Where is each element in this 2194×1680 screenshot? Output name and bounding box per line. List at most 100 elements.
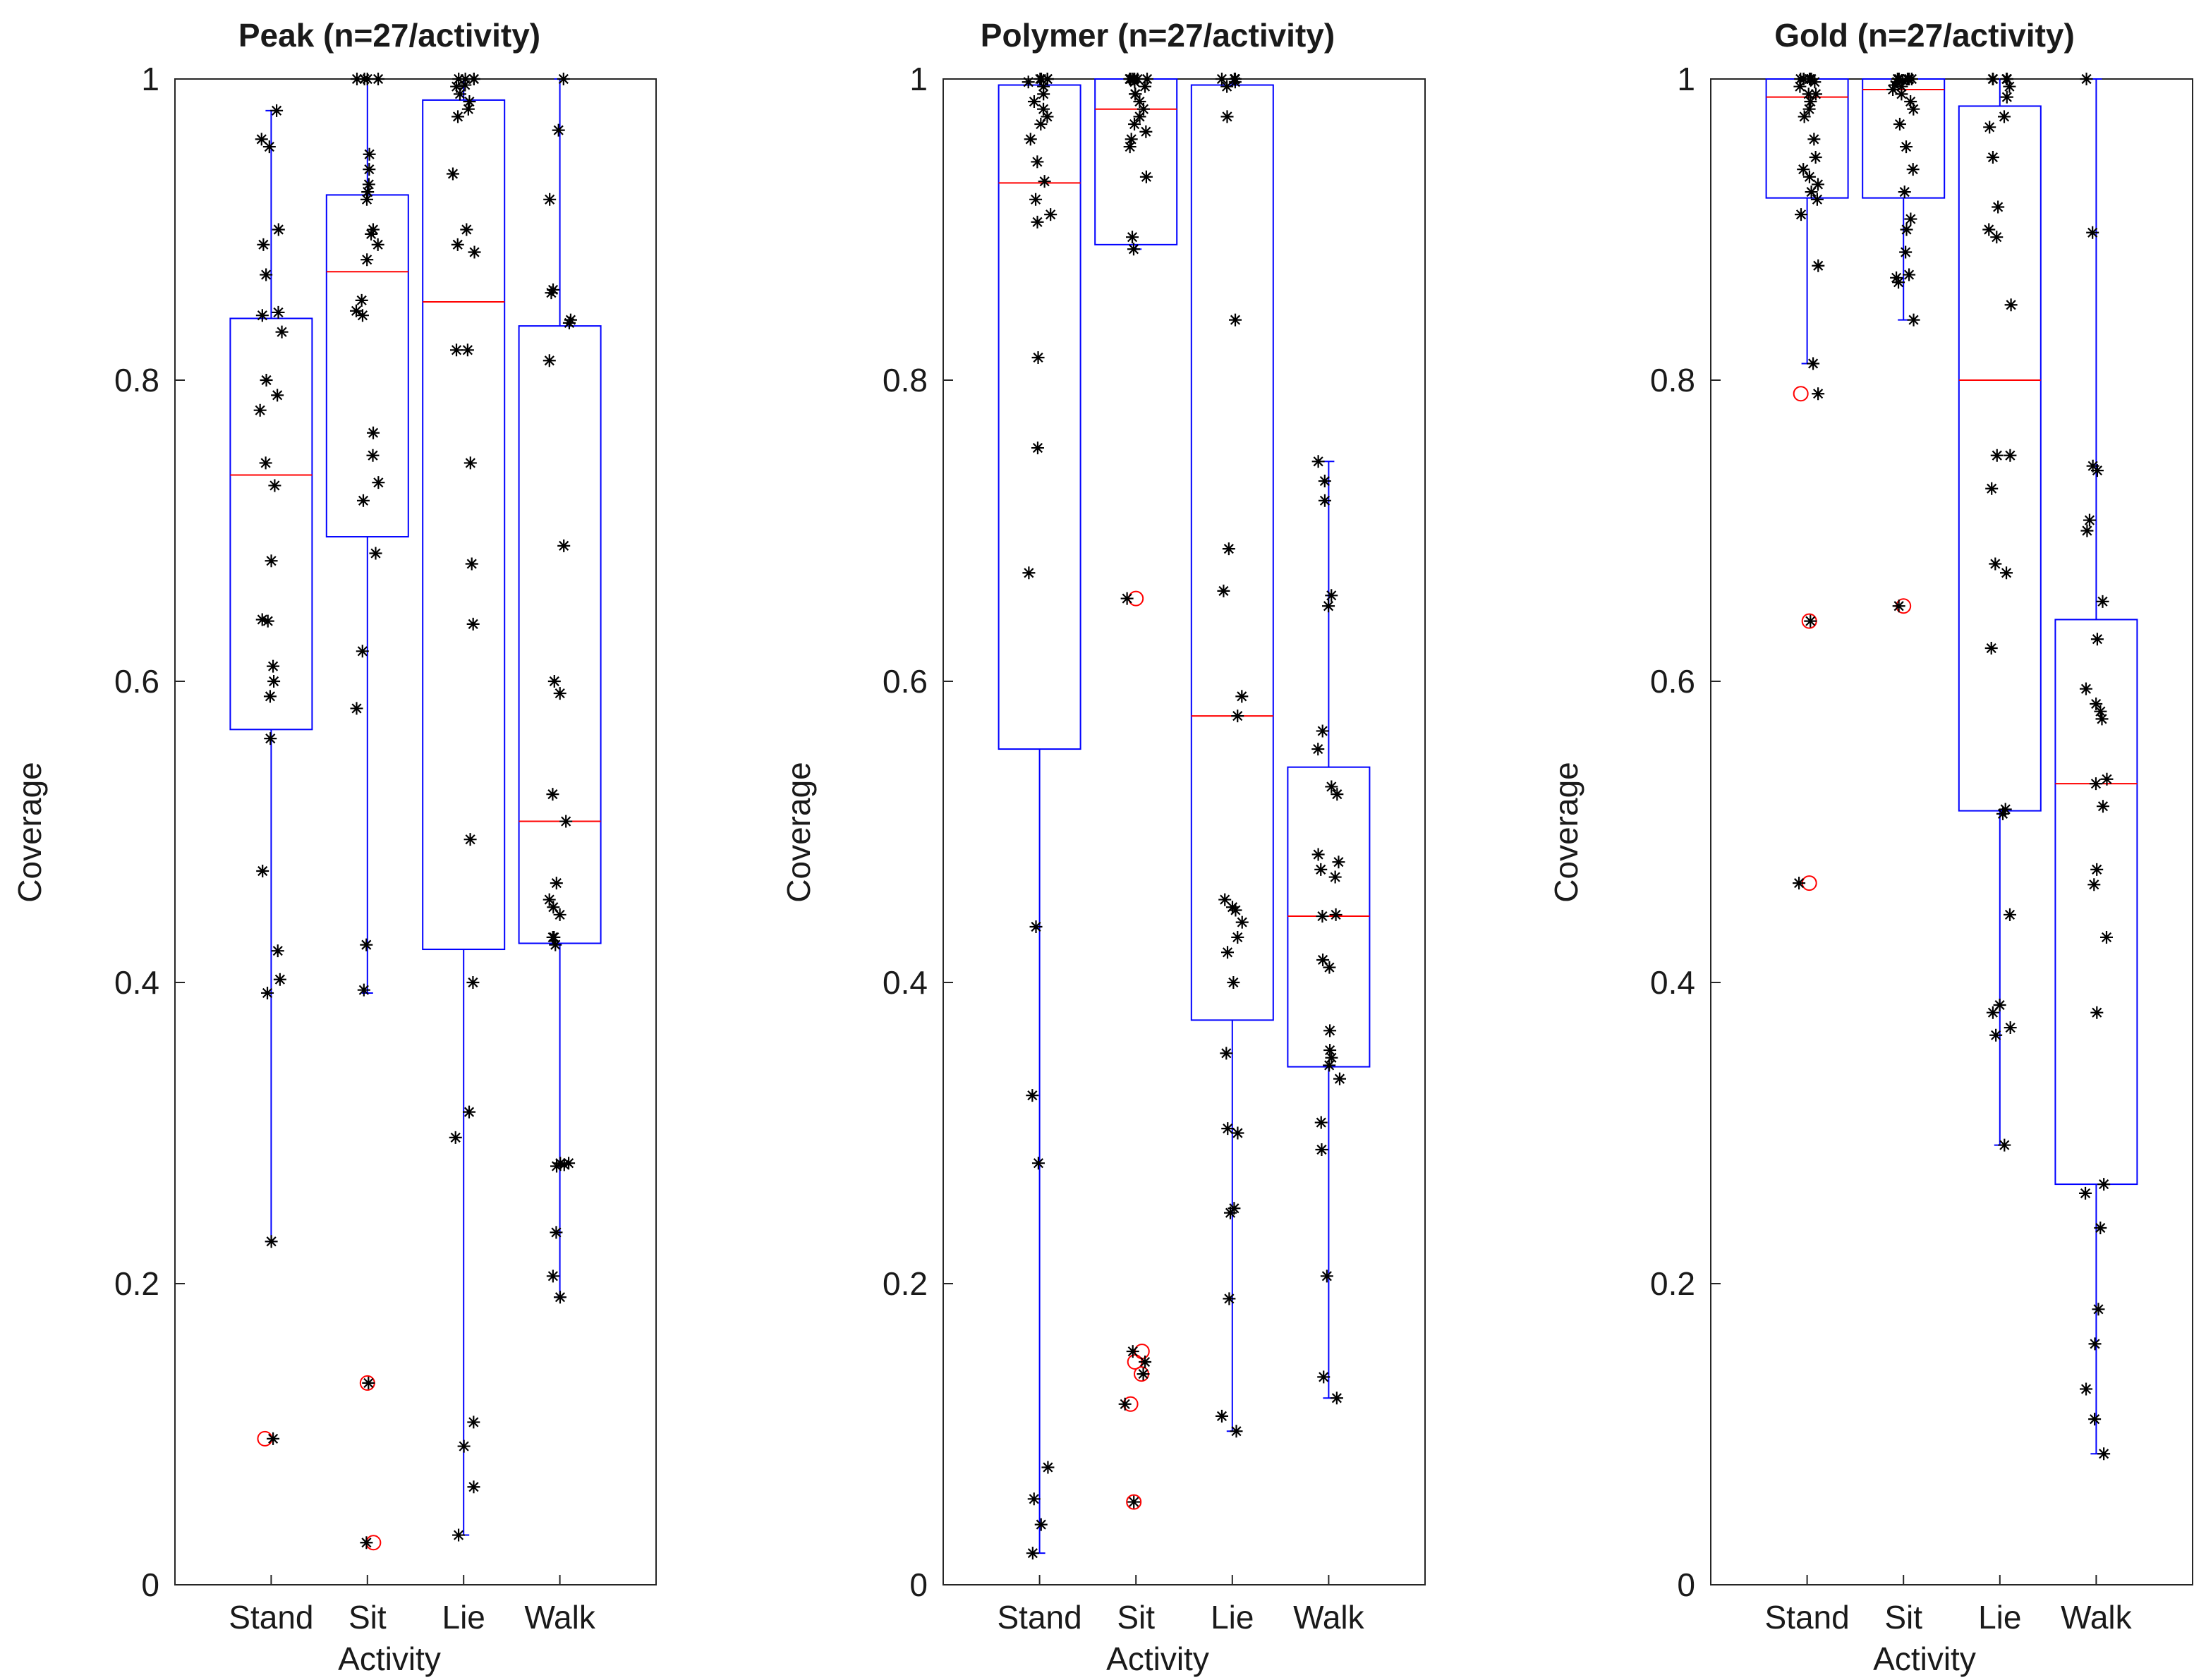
data-point [272,305,285,319]
y-tick-label: 0.8 [1650,362,1695,398]
data-point [1129,87,1142,101]
x-tick-label: Sit [349,1599,387,1636]
data-point [1139,125,1153,138]
data-point [1993,999,2006,1012]
data-point [262,140,276,154]
data-point [1123,140,1137,154]
data-point [1332,856,1345,869]
data-point [1903,268,1916,281]
panel-gold: Gold (n=27/activity) Coverage Activity 0… [1548,17,2193,1677]
data-point [1029,193,1043,206]
data-point [2094,705,2107,718]
data-point [1041,1461,1055,1474]
data-point [273,973,286,986]
data-point [1221,946,1235,959]
data-point [2087,878,2101,891]
data-point [1139,80,1152,93]
data-point [1229,313,1242,327]
plot-frame [943,78,1426,1585]
points-stand [253,104,289,1445]
data-point [267,675,281,688]
data-point [1139,170,1153,183]
data-point [2088,1413,2102,1426]
data-point [264,732,277,745]
data-point [1803,73,1817,85]
x-axis-label: Activity [338,1641,441,1677]
data-point [1235,915,1249,929]
data-point [372,73,385,85]
data-point [2004,298,2018,312]
x-tick-label: Stand [997,1599,1081,1636]
data-point [2097,1178,2111,1191]
x-tick-label: Sit [1884,1599,1922,1636]
points-lie [1982,73,2018,1152]
data-point [1982,223,1996,236]
data-point [557,1158,571,1171]
data-point [545,286,558,300]
data-point [1807,357,1820,370]
data-point [1316,724,1329,738]
data-point [1323,1044,1337,1057]
data-point [1127,243,1140,256]
data-point [1323,1024,1337,1037]
points-stand [1022,73,1057,1560]
box-stand [229,109,313,1447]
panel-polymer: Polymer (n=27/activity) Coverage Activit… [780,17,1426,1677]
data-point [1314,1116,1328,1129]
data-point [1809,151,1822,164]
data-point [553,687,566,700]
data-point [1037,102,1050,116]
data-point [1889,78,1902,92]
data-point [2000,566,2013,580]
x-tick-label: Lie [442,1599,485,1636]
data-point [260,374,273,386]
data-point [1896,74,1910,87]
data-point [1220,80,1234,93]
data-point [1227,976,1240,989]
data-point [1998,1138,2011,1152]
data-point [1231,1126,1244,1140]
data-point [1320,1270,1333,1283]
data-point [350,702,363,715]
data-point [562,316,576,329]
data-point [1895,80,1908,93]
data-point [543,193,557,206]
data-point [275,325,289,339]
data-point [2092,1303,2105,1316]
data-point [1223,1206,1237,1219]
data-point [1037,87,1050,101]
points-walk [543,73,577,1304]
data-point [1989,1028,2003,1042]
data-point [1331,788,1344,801]
data-point [1986,151,1999,164]
data-point [468,245,481,259]
data-point [450,343,463,357]
data-point [367,426,380,439]
data-point [360,193,373,206]
data-point [1044,208,1057,221]
data-point [362,1376,375,1389]
data-point [268,479,281,492]
data-point [549,938,562,951]
data-point [1127,1495,1141,1509]
data-point [362,178,375,191]
data-point [461,343,474,357]
data-point [2079,682,2092,695]
data-point [1311,848,1325,861]
data-point [366,223,380,236]
data-point [369,547,382,560]
data-point [1983,121,1996,134]
x-tick-label: Walk [524,1599,596,1636]
data-point [1992,200,2005,214]
data-point [1999,803,2012,816]
y-tick-label: 0 [1677,1566,1695,1603]
data-point [1118,1397,1132,1411]
data-point [1893,118,1906,131]
y-tick-label: 0.2 [1650,1265,1695,1302]
data-point [1997,110,2011,123]
data-point [1990,231,2004,244]
data-point [557,539,571,552]
data-point [1318,494,1331,507]
x-tick-label: Lie [1978,1599,2021,1636]
data-point [1229,903,1242,917]
